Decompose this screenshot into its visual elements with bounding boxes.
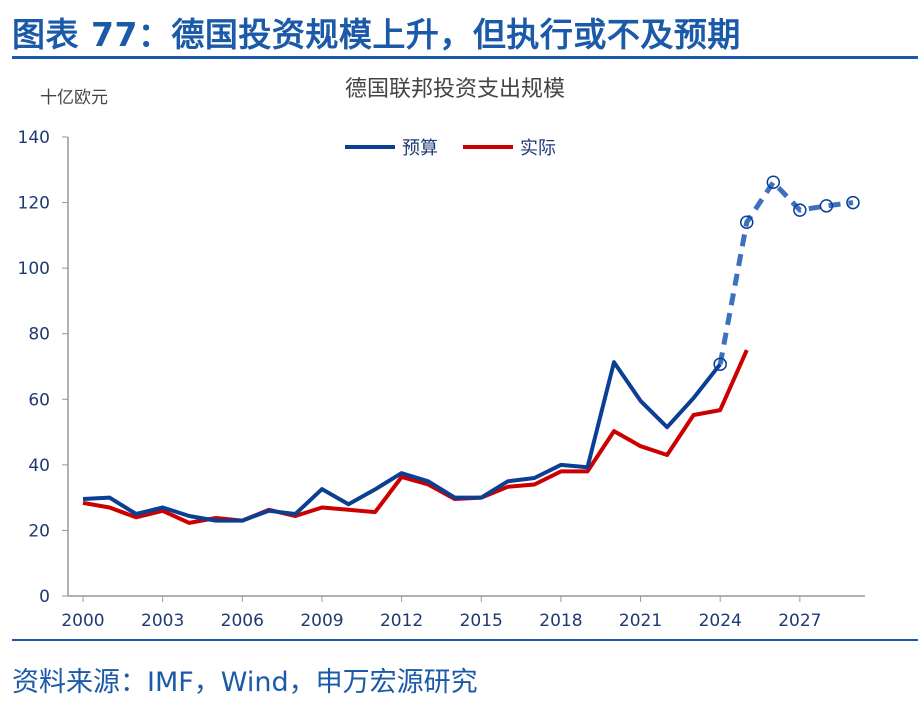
- y-tick-label: 100: [18, 259, 50, 279]
- figure-title: 图表 77：德国投资规模上升，但执行或不及预期: [12, 15, 741, 54]
- x-tick-label: 2006: [221, 611, 264, 631]
- x-tick-label: 2009: [300, 611, 343, 631]
- y-tick-label: 120: [18, 194, 50, 214]
- chart-title: 德国联邦投资支出规模: [345, 77, 565, 102]
- forecast-point-marker: [819, 199, 834, 213]
- y-tick-label: 40: [28, 456, 50, 476]
- forecast-point-marker: [793, 203, 807, 217]
- forecast-point-marker: [713, 357, 727, 371]
- forecast-point-marker: [846, 195, 860, 210]
- x-tick-label: 2018: [539, 611, 582, 631]
- forecast-point-marker: [740, 215, 754, 229]
- series-budget-forecast-line: [717, 179, 854, 365]
- x-tick-label: 2000: [61, 611, 104, 631]
- y-tick-label: 0: [39, 587, 50, 607]
- forecast-point-marker: [766, 175, 781, 189]
- series-actual-line: [82, 349, 749, 525]
- y-tick-label: 20: [28, 521, 50, 541]
- x-tick-label: 2027: [778, 611, 821, 631]
- x-tick-label: 2012: [380, 611, 423, 631]
- series-budget-line: [82, 360, 722, 523]
- legend-label-budget: 预算: [402, 138, 438, 159]
- title-rule: [12, 56, 918, 59]
- source-note: 资料来源：IMF，Wind，申万宏源研究: [12, 667, 478, 698]
- y-tick-label: 80: [28, 325, 50, 345]
- legend: 预算 实际: [345, 138, 556, 159]
- footer-rule: [12, 639, 918, 641]
- x-tick-label: 2003: [141, 611, 184, 631]
- y-tick-label: 140: [18, 128, 50, 148]
- x-tick-label: 2024: [699, 611, 742, 631]
- y-axis-unit: 十亿欧元: [40, 88, 108, 108]
- x-tick-label: 2021: [619, 611, 662, 631]
- y-tick-label: 60: [28, 390, 50, 410]
- legend-label-actual: 实际: [520, 138, 556, 159]
- x-tick-label: 2015: [460, 611, 503, 631]
